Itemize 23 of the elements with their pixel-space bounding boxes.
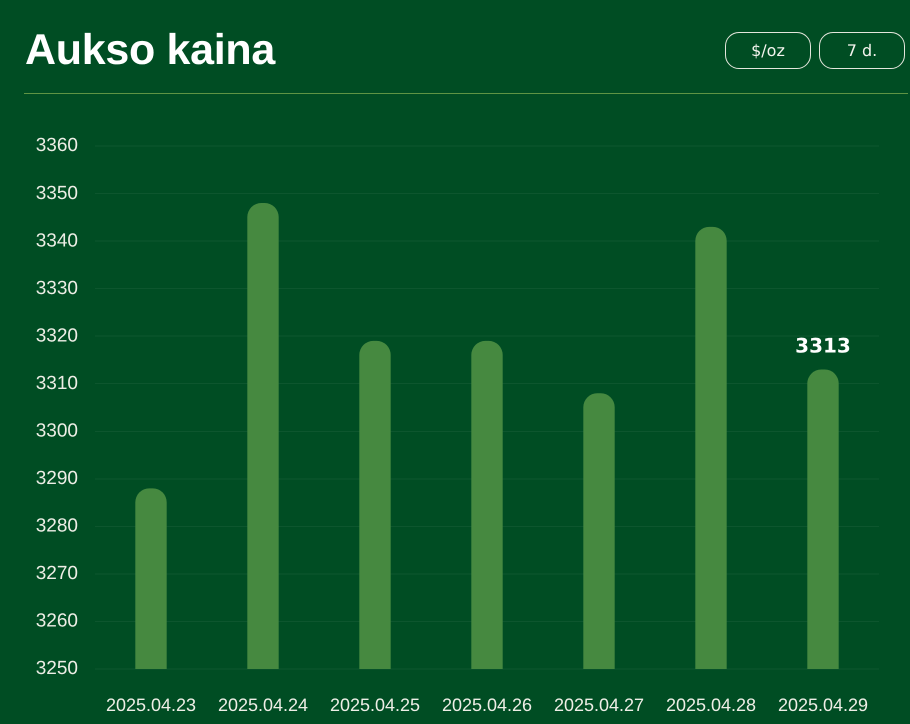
y-tick-label: 3300 — [36, 420, 78, 442]
data-label: 3313 — [795, 334, 851, 358]
y-tick-label: 3280 — [36, 516, 78, 537]
x-tick-label: 2025.04.24 — [218, 694, 308, 715]
y-tick-label: 3250 — [36, 658, 78, 680]
y-tick-label: 3350 — [36, 182, 78, 204]
y-tick-label: 3270 — [36, 563, 78, 584]
y-tick-label: 3340 — [36, 230, 78, 252]
y-tick-label: 3360 — [36, 135, 78, 156]
y-tick-label: 3310 — [36, 372, 78, 394]
y-tick-label: 3330 — [36, 278, 78, 299]
x-tick-label: 2025.04.27 — [554, 694, 644, 715]
x-tick-label: 2025.04.29 — [778, 694, 868, 715]
y-tick-label: 3260 — [36, 610, 78, 632]
x-tick-label: 2025.04.23 — [106, 694, 196, 715]
y-tick-label: 3290 — [36, 468, 78, 490]
x-tick-label: 2025.04.26 — [442, 694, 532, 715]
pill-button: 7 d. — [819, 32, 905, 69]
y-tick-label: 3320 — [36, 325, 78, 346]
x-tick-label: 2025.04.25 — [330, 694, 420, 715]
pill-button: $/oz — [725, 32, 811, 69]
chart-title: Aukso kaina — [25, 25, 276, 76]
x-tick-label: 2025.04.28 — [666, 694, 756, 715]
